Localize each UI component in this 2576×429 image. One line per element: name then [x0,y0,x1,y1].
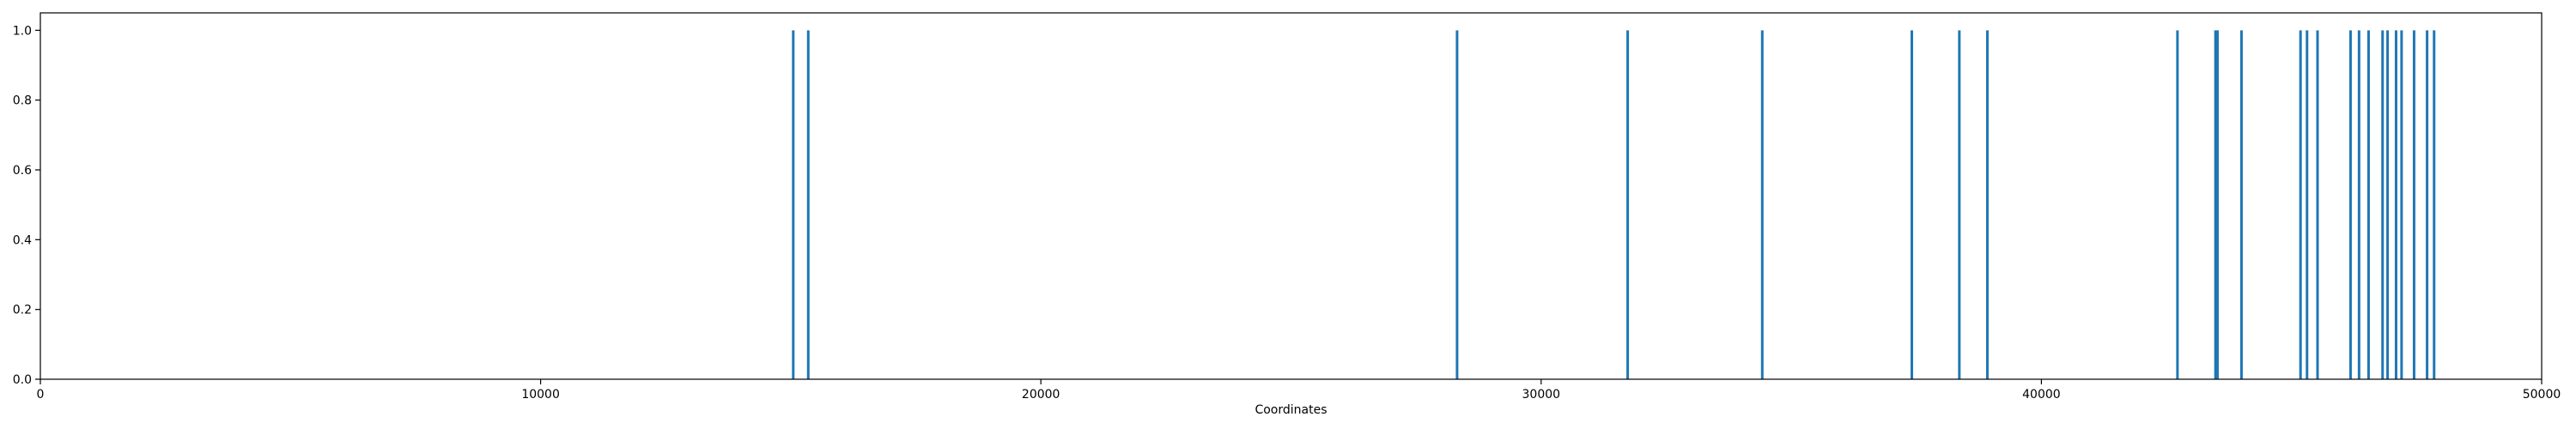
x-axis-label: Coordinates [1255,403,1327,417]
x-tick-label: 20000 [1022,388,1060,402]
y-tick-label: 0.0 [13,373,32,387]
x-tick-label: 30000 [1522,388,1561,402]
y-tick-label: 0.2 [13,304,32,317]
x-tick-label: 40000 [2022,388,2061,402]
x-tick-label: 0 [37,388,45,402]
y-tick-label: 0.4 [13,233,32,247]
y-tick-label: 0.6 [13,164,32,178]
y-tick-label: 0.8 [13,94,32,108]
ticks-layer: 0 10000 20000 30000 40000 50000 0.0 0.2 0.4 0.6 0.… [13,24,2561,402]
y-tick-label: 1.0 [13,24,32,38]
x-tick-label: 10000 [521,388,560,402]
plot-frame [39,12,2543,380]
x-tick-label: 50000 [2523,388,2561,402]
bars-layer [792,30,2436,379]
